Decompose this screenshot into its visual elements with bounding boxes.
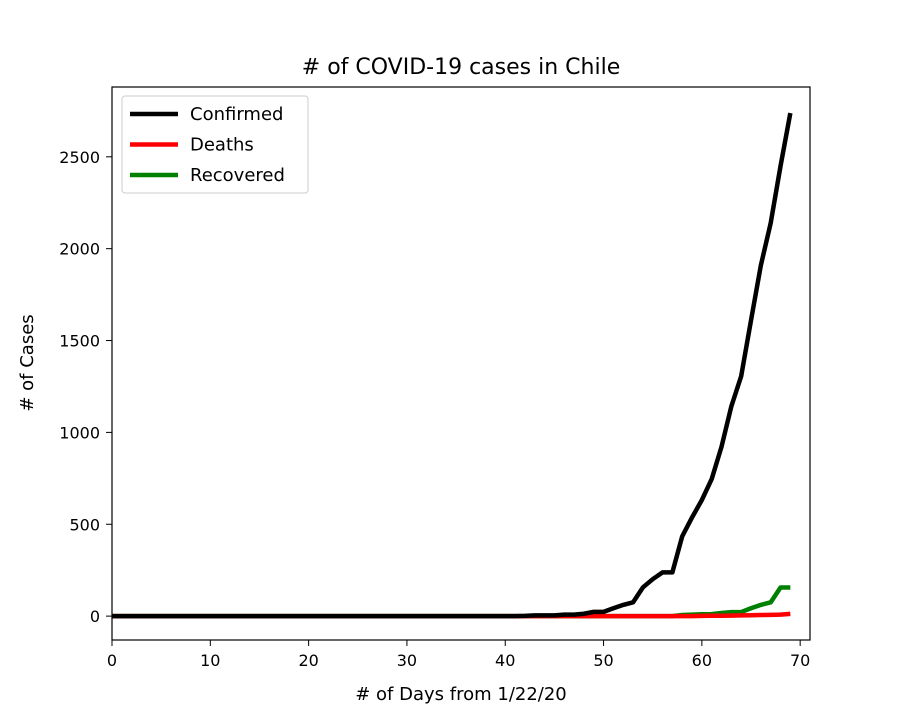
x-tick-label: 40 [495, 651, 515, 670]
x-tick-label: 0 [107, 651, 117, 670]
x-tick-label: 60 [692, 651, 712, 670]
chart-title: # of COVID-19 cases in Chile [302, 55, 620, 80]
y-tick-label: 0 [90, 607, 100, 626]
y-tick-label: 1500 [59, 332, 100, 351]
x-tick-label: 70 [790, 651, 810, 670]
plot-frame [111, 86, 811, 641]
y-tick-label: 1000 [59, 423, 100, 442]
legend-label-recovered: Recovered [190, 165, 285, 186]
x-tick-label: 30 [397, 651, 417, 670]
x-tick-label: 20 [298, 651, 318, 670]
legend-box [121, 95, 309, 194]
x-tick-label: 50 [593, 651, 613, 670]
x-axis-label: # of Days from 1/22/20 [355, 684, 567, 705]
y-tick-label: 2000 [59, 240, 100, 259]
legend-label-deaths: Deaths [190, 135, 254, 156]
x-tick-label: 10 [200, 651, 220, 670]
y-axis-label: # of Cases [17, 314, 38, 411]
y-tick-label: 2500 [59, 148, 100, 167]
y-tick-label: 500 [69, 515, 100, 534]
series-line-deaths [112, 611, 791, 619]
x-axis: 0 10 20 30 40 50 60 70 [107, 640, 810, 670]
legend: Confirmed Deaths Recovered [121, 95, 309, 194]
y-axis: 0 500 1000 1500 2000 2500 [59, 148, 112, 626]
series-line-confirmed [112, 112, 793, 619]
legend-label-confirmed: Confirmed [190, 104, 283, 125]
series-lines [112, 112, 793, 619]
